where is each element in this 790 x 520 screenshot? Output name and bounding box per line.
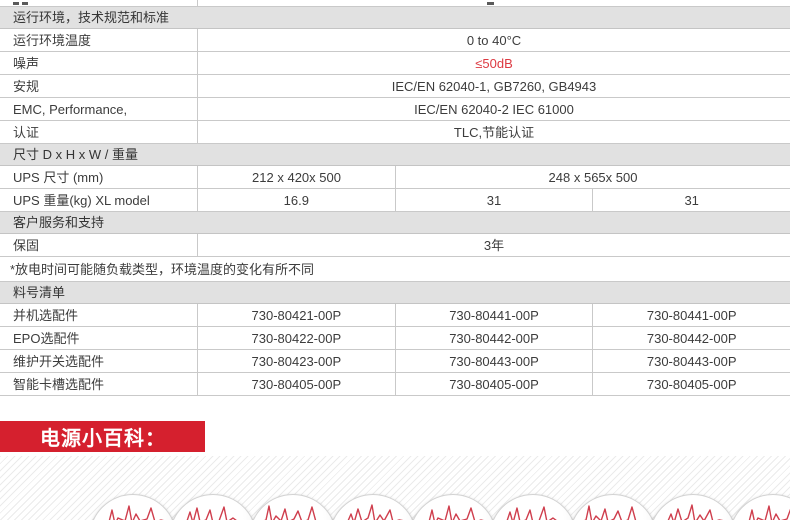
section-header-row: 运行环境，技术规范和标准 <box>0 7 790 29</box>
spec-value: 730-80441-00P <box>394 304 593 326</box>
ecg-waveform-icon <box>428 505 484 520</box>
spec-label: 维护开关选配件 <box>13 353 105 369</box>
ecg-waveform-icon <box>748 505 790 520</box>
spec-label: 运行环境温度 <box>13 32 92 48</box>
spec-value: IEC/EN 62040-2 IEC 61000 <box>197 98 790 120</box>
clipped-text-fragment <box>487 2 494 5</box>
spec-label: 保固 <box>13 237 40 253</box>
spec-label: 安规 <box>13 78 40 94</box>
ecg-waveform-icon <box>108 505 164 520</box>
spec-value: 730-80422-00P <box>197 327 395 349</box>
spec-value: 730-80443-00P <box>394 350 593 372</box>
spec-value: 730-80442-00P <box>592 327 790 349</box>
spec-label: EPO选配件 <box>13 330 80 346</box>
footnote-text: *放电时间可能随负载类型，环境温度的变化有所不同 <box>10 261 315 277</box>
spec-row: UPS 重量(kg) XL model 16.9 31 31 <box>0 189 790 212</box>
spec-value: 730-80423-00P <box>197 350 395 372</box>
spec-value: 730-80405-00P <box>197 373 395 395</box>
spec-value: 16.9 <box>197 189 395 211</box>
spec-row: 保固 3年 <box>0 234 790 257</box>
spec-label: 认证 <box>13 124 40 140</box>
ecg-waveform-icon <box>584 505 637 520</box>
spec-value: 730-80441-00P <box>592 304 790 326</box>
section-header-row: 尺寸 D x H x W / 重量 <box>0 144 790 166</box>
section-header-row: 客户服务和支持 <box>0 212 790 234</box>
spec-label: 噪声 <box>13 55 40 71</box>
banner-title: 电源小百科： <box>40 428 166 450</box>
spec-row: 并机选配件 730-80421-00P 730-80441-00P 730-80441… <box>0 304 790 327</box>
spec-label: UPS 重量(kg) XL model <box>13 192 150 208</box>
spec-value: 31 <box>592 189 790 211</box>
spec-value: 730-80442-00P <box>394 327 593 349</box>
spec-value: ≤50dB <box>197 52 790 74</box>
section-header-label: 客户服务和支持 <box>13 215 105 230</box>
section-header-row: 料号清单 <box>0 282 790 304</box>
spec-value: 730-80405-00P <box>592 373 790 395</box>
spec-table: 运行环境，技术规范和标准 运行环境温度 0 to 40°C 噪声 ≤50dB 安规 IEC/… <box>0 0 790 396</box>
spec-label: 并机选配件 <box>13 307 79 323</box>
ecg-waveform-icon <box>667 504 724 520</box>
clipped-row <box>0 0 790 7</box>
section-header-label: 料号清单 <box>13 285 66 300</box>
ecg-waveform-icon <box>186 506 237 520</box>
clipped-text-fragment <box>22 2 28 5</box>
spec-value: 0 to 40°C <box>197 29 790 51</box>
spec-value: 730-80421-00P <box>197 304 395 326</box>
spec-row: 噪声 ≤50dB <box>0 52 790 75</box>
spec-value: 3年 <box>197 234 790 256</box>
footnote-row: *放电时间可能随负载类型，环境温度的变化有所不同 <box>0 257 790 282</box>
spec-value: TLC,节能认证 <box>197 121 790 143</box>
spec-row: 运行环境温度 0 to 40°C <box>0 29 790 52</box>
spec-row: 安规 IEC/EN 62040-1, GB7260, GB4943 <box>0 75 790 98</box>
spec-label: UPS 尺寸 (mm) <box>13 169 104 185</box>
spec-value: 730-80443-00P <box>592 350 790 372</box>
spec-value: 212 x 420x 500 <box>197 166 395 188</box>
spec-row: 智能卡槽选配件 730-80405-00P 730-80405-00P 730-804… <box>0 373 790 396</box>
spec-value: 31 <box>394 189 593 211</box>
spec-row: 维护开关选配件 730-80423-00P 730-80443-00P 730-804… <box>0 350 790 373</box>
clipped-value-cell <box>197 0 790 6</box>
clipped-text-fragment <box>13 2 19 5</box>
power-encyclopedia-banner: 电源小百科： <box>0 421 205 452</box>
spec-row: 认证 TLC,节能认证 <box>0 121 790 144</box>
spec-value: IEC/EN 62040-1, GB7260, GB4943 <box>197 75 790 97</box>
spec-label: 智能卡槽选配件 <box>13 376 105 392</box>
ecg-waveform-icon <box>506 506 557 520</box>
spec-value: 730-80405-00P <box>394 373 593 395</box>
spec-row: EMC, Performance, IEC/EN 62040-2 IEC 6100… <box>0 98 790 121</box>
clipped-label-cell <box>0 0 197 6</box>
section-header-label: 尺寸 D x H x W / 重量 <box>13 147 138 162</box>
ecg-waveform-icon <box>347 504 404 520</box>
spec-value-merged: 248 x 565x 500 <box>395 166 790 188</box>
spec-label: EMC, Performance, <box>13 101 128 117</box>
spec-row: UPS 尺寸 (mm) 212 x 420x 500 248 x 565x 500 <box>0 166 790 189</box>
section-header-label: 运行环境，技术规范和标准 <box>13 10 170 25</box>
spec-row: EPO选配件 730-80422-00P 730-80442-00P 730-8044… <box>0 327 790 350</box>
ecg-waveform-icon <box>264 505 317 520</box>
